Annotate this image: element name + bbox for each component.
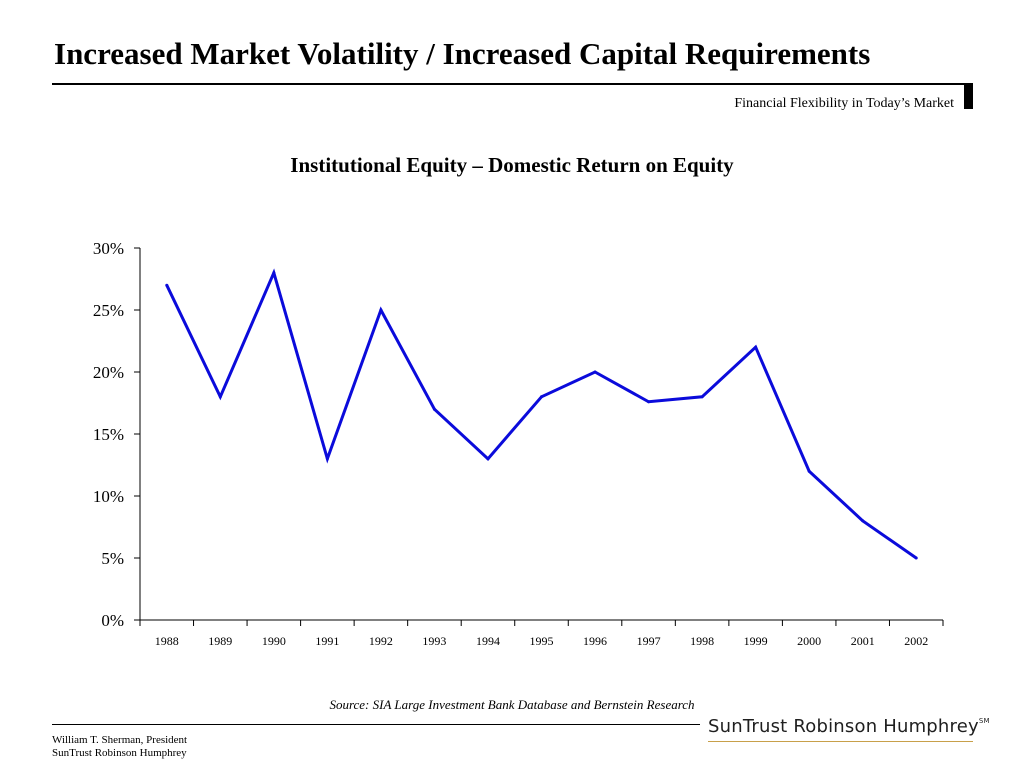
roe-data-point [700, 395, 704, 399]
y-axis-ticks: 0% 5% 10% 15% 20% 25% 30% [93, 239, 140, 630]
company-logo: SunTrust Robinson HumphreySM [708, 716, 990, 742]
roe-data-point [272, 271, 276, 275]
author-company: SunTrust Robinson Humphrey [52, 747, 187, 759]
x-tick-label: 2002 [904, 634, 928, 648]
roe-series-line [165, 268, 918, 560]
source-note: Source: SIA Large Investment Bank Databa… [329, 697, 695, 712]
x-tick-label: 1992 [369, 634, 393, 648]
y-tick-label: 10% [93, 487, 124, 506]
x-tick-label: 1995 [530, 634, 554, 648]
y-tick-label: 5% [101, 549, 124, 568]
roe-data-point [325, 457, 329, 461]
title-rule [52, 83, 972, 85]
x-tick-label: 1996 [583, 634, 607, 648]
roe-data-point [486, 457, 490, 461]
roe-data-point [861, 519, 865, 523]
author-name: William T. Sherman, President [52, 734, 188, 746]
x-tick-label: 1994 [476, 634, 500, 648]
footer-author: William T. Sherman, President SunTrust R… [52, 734, 187, 760]
x-axis-ticks: 1988 1989 1990 1991 1992 1993 1994 1995 1996 1997… [139, 620, 944, 648]
x-tick-label: 1997 [637, 634, 661, 648]
x-tick-label: 1999 [744, 634, 768, 648]
chart-title: Institutional Equity – Domestic Return o… [290, 153, 734, 177]
x-tick-label: 1989 [208, 634, 232, 648]
x-tick-label: 2001 [851, 634, 875, 648]
x-tick-label: 1990 [262, 634, 286, 648]
x-tick-label: 1988 [155, 634, 179, 648]
x-tick-label: 1993 [422, 634, 446, 648]
y-tick-label: 30% [93, 239, 124, 258]
y-tick-label: 20% [93, 363, 124, 382]
logo-underline [708, 741, 973, 742]
x-tick-label: 1998 [690, 634, 714, 648]
roe-data-point [593, 370, 597, 374]
logo-text: SunTrust Robinson Humphrey [708, 716, 979, 737]
logo-service-mark: SM [978, 717, 990, 725]
page-subtitle: Financial Flexibility in Today’s Market [734, 96, 954, 111]
roe-data-point [914, 556, 918, 560]
x-tick-label: 2000 [797, 634, 821, 648]
title-rule-bar [964, 83, 973, 109]
roe-data-point [807, 469, 811, 473]
chart-series [165, 268, 918, 560]
y-tick-label: 0% [101, 611, 124, 630]
roe-data-point [754, 345, 758, 349]
roe-data-point [165, 283, 169, 287]
roe-data-point [540, 395, 543, 399]
roe-data-point [432, 407, 436, 411]
roe-data-point [218, 395, 222, 399]
page-title: Increased Market Volatility / Increased … [54, 36, 871, 71]
y-tick-label: 25% [93, 301, 124, 320]
x-tick-label: 1991 [315, 634, 339, 648]
footer-rule [52, 724, 700, 725]
y-tick-label: 15% [93, 425, 124, 444]
roe-data-point [647, 400, 651, 404]
roe-data-point [379, 308, 383, 312]
